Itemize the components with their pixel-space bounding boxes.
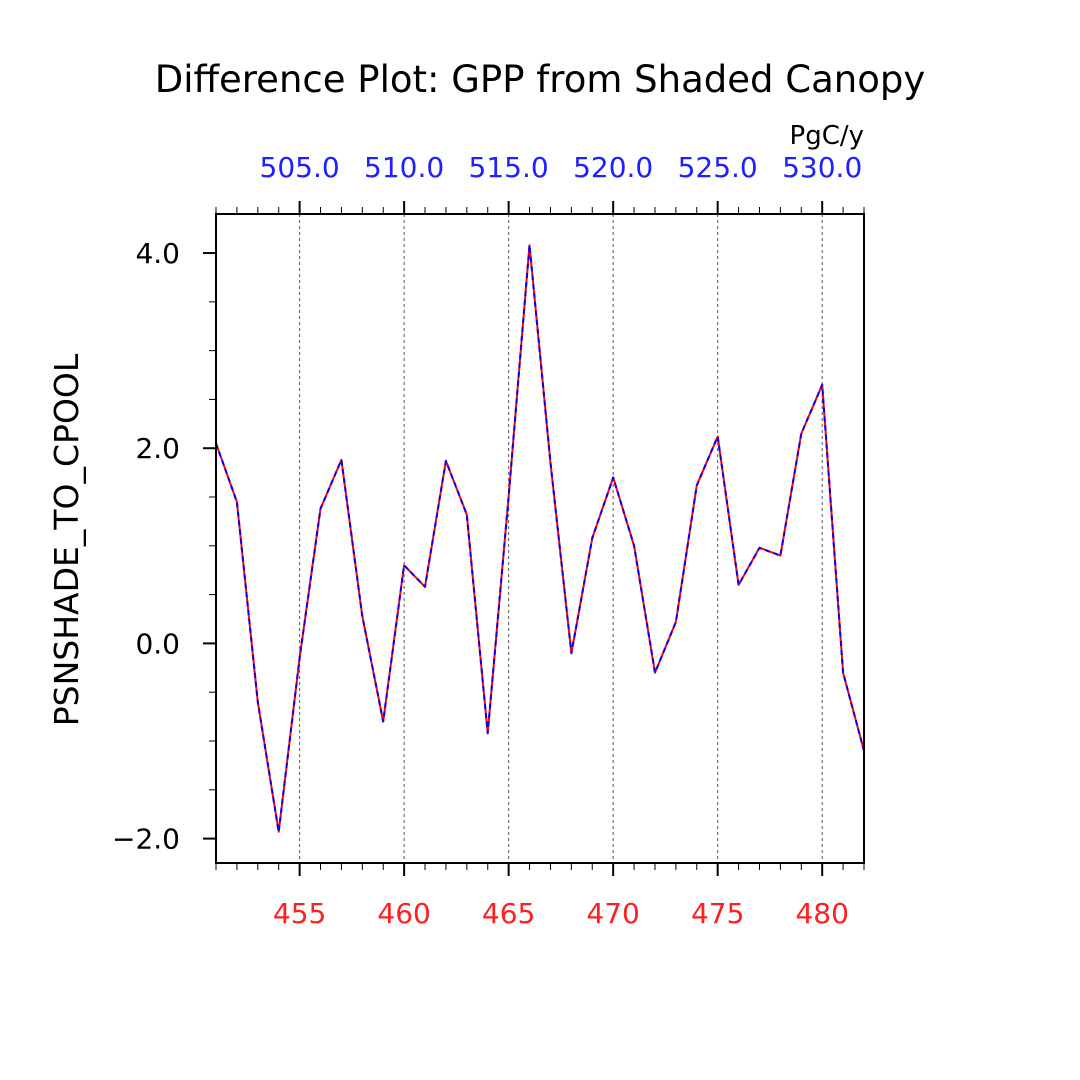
x-tick-label-bottom: 475 [691, 897, 744, 930]
grid-lines [299, 214, 823, 863]
x-tick-label-bottom: 470 [586, 897, 639, 930]
series-line-1 [215, 244, 865, 833]
x-tick-label-bottom: 460 [377, 897, 430, 930]
x-tick-label-bottom: 465 [482, 897, 535, 930]
units-label: PgC/y [790, 121, 864, 151]
x-tick-label-bottom: 455 [273, 897, 326, 930]
y-tick-label: 4.0 [135, 237, 180, 270]
x-tick-label-top: 510.0 [364, 151, 444, 184]
y-tick-label: −2.0 [112, 823, 180, 856]
x-tick-label-top: 515.0 [469, 151, 549, 184]
y-tick-label: 2.0 [135, 432, 180, 465]
y-tick-label: 0.0 [135, 627, 180, 660]
x-tick-label-top: 525.0 [678, 151, 758, 184]
x-tick-label-top: 520.0 [573, 151, 653, 184]
axes [203, 201, 865, 876]
tick-labels: 455 460 465 470 475 480 505.0 510.0 515.0 520.0 52… [112, 151, 862, 930]
x-tick-label-bottom: 480 [795, 897, 848, 930]
y-axis-label: PSNSHADE_TO_CPOOL [47, 353, 86, 726]
series-group [215, 244, 865, 833]
plot-frame [215, 213, 865, 864]
x-tick-label-top: 505.0 [260, 151, 340, 184]
chart-title: Difference Plot: GPP from Shaded Canopy [155, 58, 925, 101]
x-tick-label-top: 530.0 [782, 151, 862, 184]
series-line-2 [215, 244, 865, 833]
